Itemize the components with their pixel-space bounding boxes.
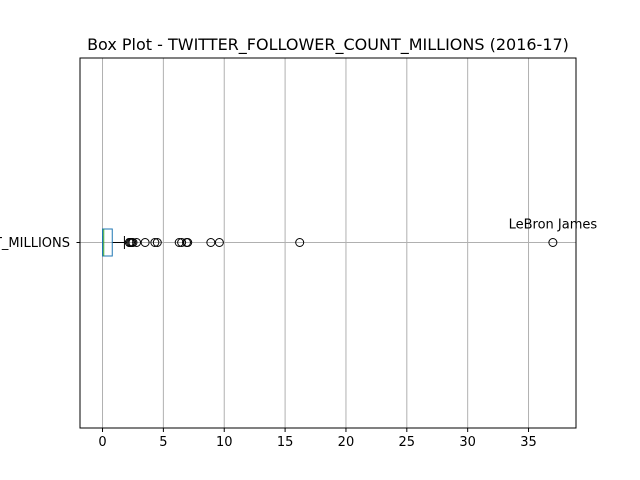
x-tick-label: 5 [159, 435, 167, 450]
outlier-point [183, 238, 193, 247]
annotation-layer: LeBron James [509, 218, 598, 233]
grid-layer [80, 58, 576, 428]
outlier-point [174, 238, 184, 247]
outlier-point [548, 238, 558, 247]
chart-title: Box Plot - TWITTER_FOLLOWER_COUNT_MILLIO… [87, 35, 569, 55]
outlier-point [177, 238, 187, 247]
y-category-label: TWITTER_FOLLOWER_COUNT_MILLIONS [0, 236, 70, 251]
x-tick-label: 10 [216, 435, 233, 450]
x-axis-ticks: 0 5 10 15 20 25 30 35 [98, 428, 537, 450]
x-tick-label: 25 [399, 435, 416, 450]
outlier-point [214, 238, 224, 247]
outlier-layer [124, 238, 558, 247]
y-axis-ticks: TWITTER_FOLLOWER_COUNT_MILLIONS [0, 236, 80, 251]
outlier-point [150, 238, 160, 247]
box-layer [102, 228, 125, 257]
x-tick-label: 30 [459, 435, 476, 450]
outlier-point [206, 238, 216, 247]
x-tick-label: 0 [98, 435, 106, 450]
x-tick-label: 35 [520, 435, 537, 450]
x-tick-label: 15 [277, 435, 294, 450]
iqr-box [102, 228, 113, 257]
outlier-annotation: LeBron James [509, 218, 598, 233]
outlier-point [152, 238, 162, 247]
outlier-point [128, 238, 138, 247]
outlier-point [140, 238, 150, 247]
outlier-point [132, 238, 142, 247]
outlier-point [295, 238, 305, 247]
x-tick-label: 20 [338, 435, 355, 450]
